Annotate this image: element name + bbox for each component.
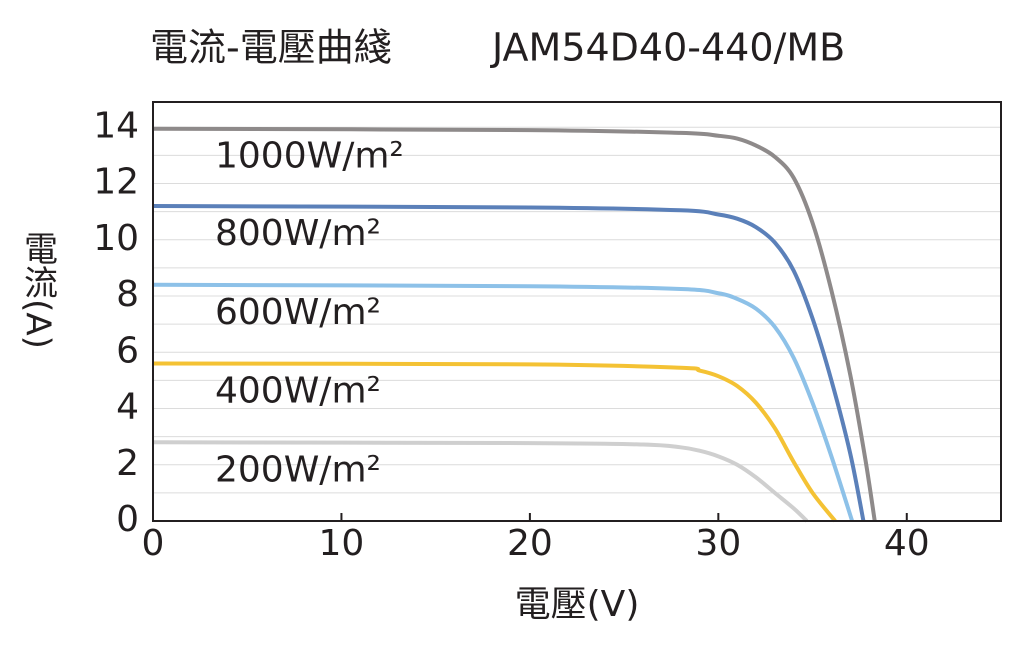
x-tick-label: 40 bbox=[884, 523, 930, 564]
series-line bbox=[152, 282, 855, 522]
x-axis-label: 電壓(V) bbox=[515, 584, 640, 625]
y-tick-label: 0 bbox=[116, 499, 139, 540]
series-label: 1000W/m² bbox=[215, 136, 404, 177]
plot-background bbox=[153, 102, 1001, 521]
series-line bbox=[152, 361, 837, 523]
y-tick-label: 10 bbox=[93, 218, 139, 259]
y-tick-label: 8 bbox=[116, 274, 139, 315]
chart-subtitle: JAM54D40-440/MB bbox=[490, 26, 845, 70]
x-tick-label: 10 bbox=[319, 523, 365, 564]
y-tick-label: 6 bbox=[116, 330, 139, 371]
x-tick-label: 30 bbox=[695, 523, 741, 564]
y-tick-label: 4 bbox=[116, 387, 139, 428]
y-axis-label: 電流(A) bbox=[18, 231, 58, 349]
x-tick-label: 0 bbox=[142, 523, 165, 564]
y-tick-label: 14 bbox=[93, 105, 139, 146]
series-line bbox=[152, 126, 877, 522]
series-label: 200W/m² bbox=[215, 449, 381, 490]
y-tick-label: 2 bbox=[116, 443, 139, 484]
chart-title: 電流-電壓曲綫 bbox=[150, 26, 392, 70]
plot-frame bbox=[152, 101, 1002, 522]
series-label: 400W/m² bbox=[215, 371, 381, 412]
series-label: 800W/m² bbox=[215, 213, 381, 254]
series-line bbox=[152, 204, 866, 522]
series-label: 600W/m² bbox=[215, 292, 381, 333]
series-line bbox=[152, 440, 809, 523]
y-tick-label: 12 bbox=[93, 162, 139, 203]
x-tick-label: 20 bbox=[507, 523, 553, 564]
